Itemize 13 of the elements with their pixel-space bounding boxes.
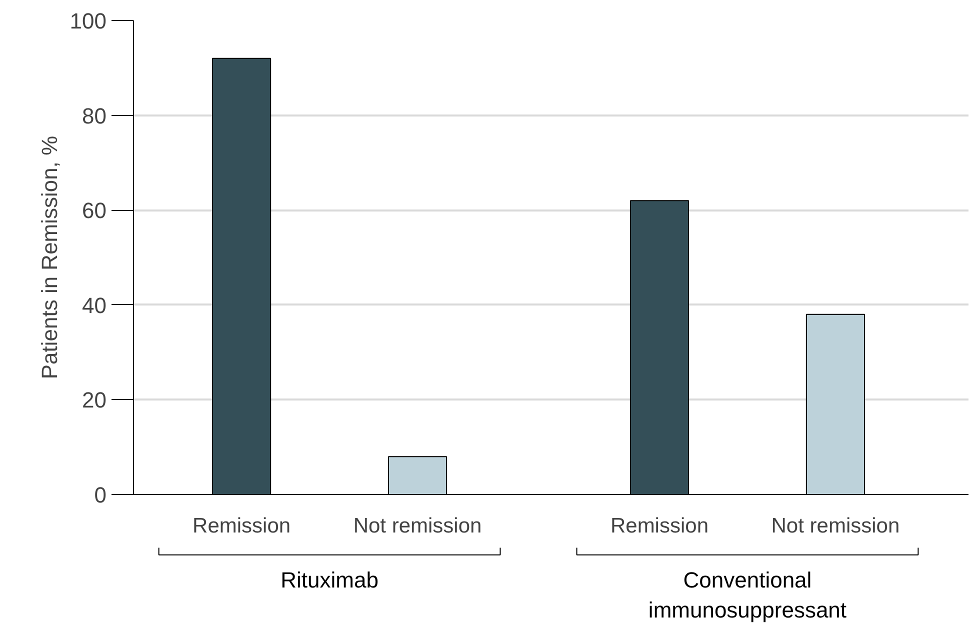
y-tick-label: 60 [82, 198, 107, 224]
x-tick-label: Remission [192, 514, 291, 538]
y-tick-label: 20 [82, 388, 107, 413]
text: Conventional immunosuppressant [648, 567, 847, 622]
x-tick-label: Remission [610, 514, 709, 538]
x-tick-label: Not remission [771, 514, 900, 538]
text: Rituximab [280, 567, 378, 592]
y-tick-label: 100 [70, 8, 107, 34]
y-axis-title: Patients in Remission, % [36, 136, 62, 380]
x-tick-label: Not remission [353, 514, 482, 538]
y-tick-label: 0 [94, 482, 107, 508]
y-tick-label: 40 [82, 292, 107, 318]
y-tick-label: 80 [82, 103, 107, 128]
